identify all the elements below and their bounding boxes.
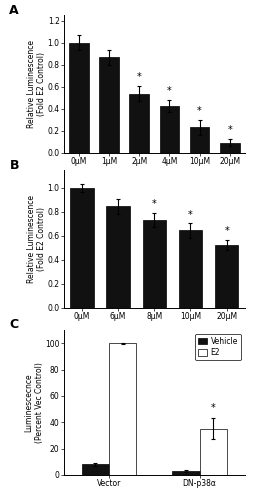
Bar — [178, 230, 201, 308]
Legend: Vehicle, E2: Vehicle, E2 — [195, 334, 240, 360]
Text: *: * — [227, 126, 231, 136]
Bar — [199, 429, 226, 475]
Text: C: C — [9, 318, 19, 332]
Bar — [142, 220, 165, 308]
Bar — [70, 188, 93, 308]
Text: *: * — [224, 226, 228, 236]
Bar — [219, 142, 239, 152]
Text: A: A — [9, 4, 19, 17]
Bar — [189, 127, 209, 152]
Text: B: B — [9, 159, 19, 172]
Bar — [106, 206, 129, 308]
Bar — [129, 94, 148, 152]
Y-axis label: Relative Luminescence
(Fold E2 Control): Relative Luminescence (Fold E2 Control) — [27, 40, 46, 128]
Bar — [214, 244, 237, 308]
Text: *: * — [166, 86, 171, 96]
Bar — [69, 42, 88, 152]
Bar — [82, 464, 109, 475]
Bar — [109, 343, 136, 475]
Text: *: * — [210, 403, 215, 413]
Text: *: * — [187, 210, 192, 220]
Bar — [172, 471, 199, 475]
Y-axis label: Luminescecnce
(Percent Vec Control): Luminescecnce (Percent Vec Control) — [24, 362, 43, 443]
Y-axis label: Relative Luminescence
(Fold E2 Control): Relative Luminescence (Fold E2 Control) — [27, 194, 46, 283]
Bar — [159, 106, 179, 152]
Text: *: * — [136, 72, 141, 82]
Text: *: * — [196, 106, 201, 116]
Bar — [99, 58, 118, 152]
Text: *: * — [151, 200, 156, 209]
